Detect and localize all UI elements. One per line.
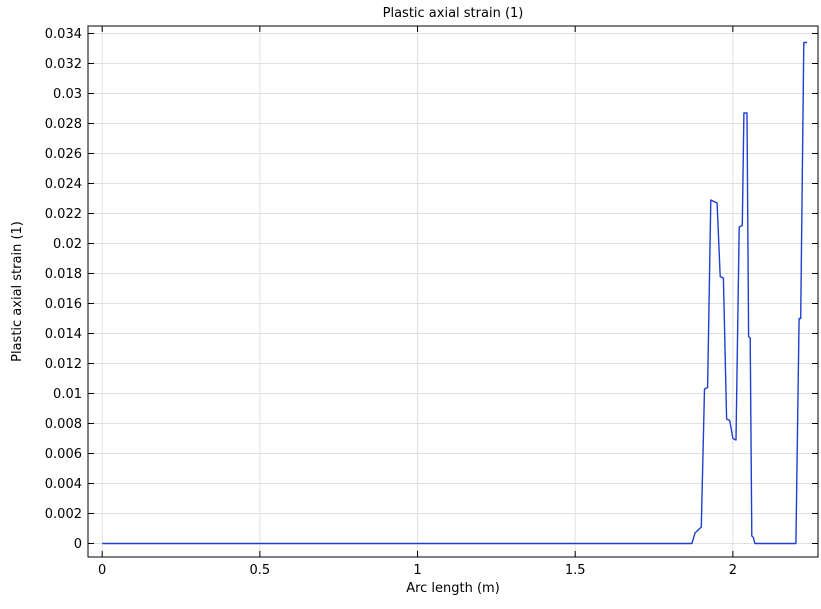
y-tick-label: 0.034 [45, 27, 82, 42]
x-tick-label: 0 [98, 563, 106, 578]
y-tick-label: 0.022 [45, 207, 82, 222]
y-tick-label: 0.006 [45, 447, 82, 462]
grid [88, 26, 818, 557]
x-tick-label: 1.5 [565, 563, 586, 578]
x-tick-label: 0.5 [250, 563, 271, 578]
y-tick-label: 0.012 [45, 357, 82, 372]
y-tick-label: 0.03 [53, 87, 82, 102]
y-axis-title: Plastic axial strain (1) [10, 221, 25, 362]
plot-frame [87, 25, 819, 558]
y-tick-label: 0 [74, 537, 82, 552]
y-tick-label: 0.008 [45, 417, 82, 432]
y-tick-label: 0.014 [45, 327, 82, 342]
y-tick-label: 0.026 [45, 147, 82, 162]
chart-title: Plastic axial strain (1) [383, 6, 524, 21]
y-tick-labels: 0 0.002 0.004 0.006 0.008 0.01 0.012 0.014 0.016… [45, 27, 82, 552]
x-axis-title: Arc length (m) [406, 581, 500, 596]
y-tick-label: 0.032 [45, 57, 82, 72]
x-tick-labels: 0 0.5 1 1.5 2 [98, 563, 737, 578]
y-tick-label: 0.018 [45, 267, 82, 282]
y-tick-label: 0.028 [45, 117, 82, 132]
x-tick-label: 2 [729, 563, 737, 578]
y-tick-label: 0.002 [45, 507, 82, 522]
x-tick-label: 1 [413, 563, 421, 578]
plot-area [102, 41, 807, 545]
y-tick-label: 0.016 [45, 297, 82, 312]
y-tick-label: 0.024 [45, 177, 82, 192]
series-line [102, 41, 807, 545]
y-tick-label: 0.01 [53, 387, 82, 402]
y-tick-label: 0.004 [45, 477, 82, 492]
y-tick-label: 0.02 [53, 237, 82, 252]
axis-ticks [88, 26, 818, 557]
